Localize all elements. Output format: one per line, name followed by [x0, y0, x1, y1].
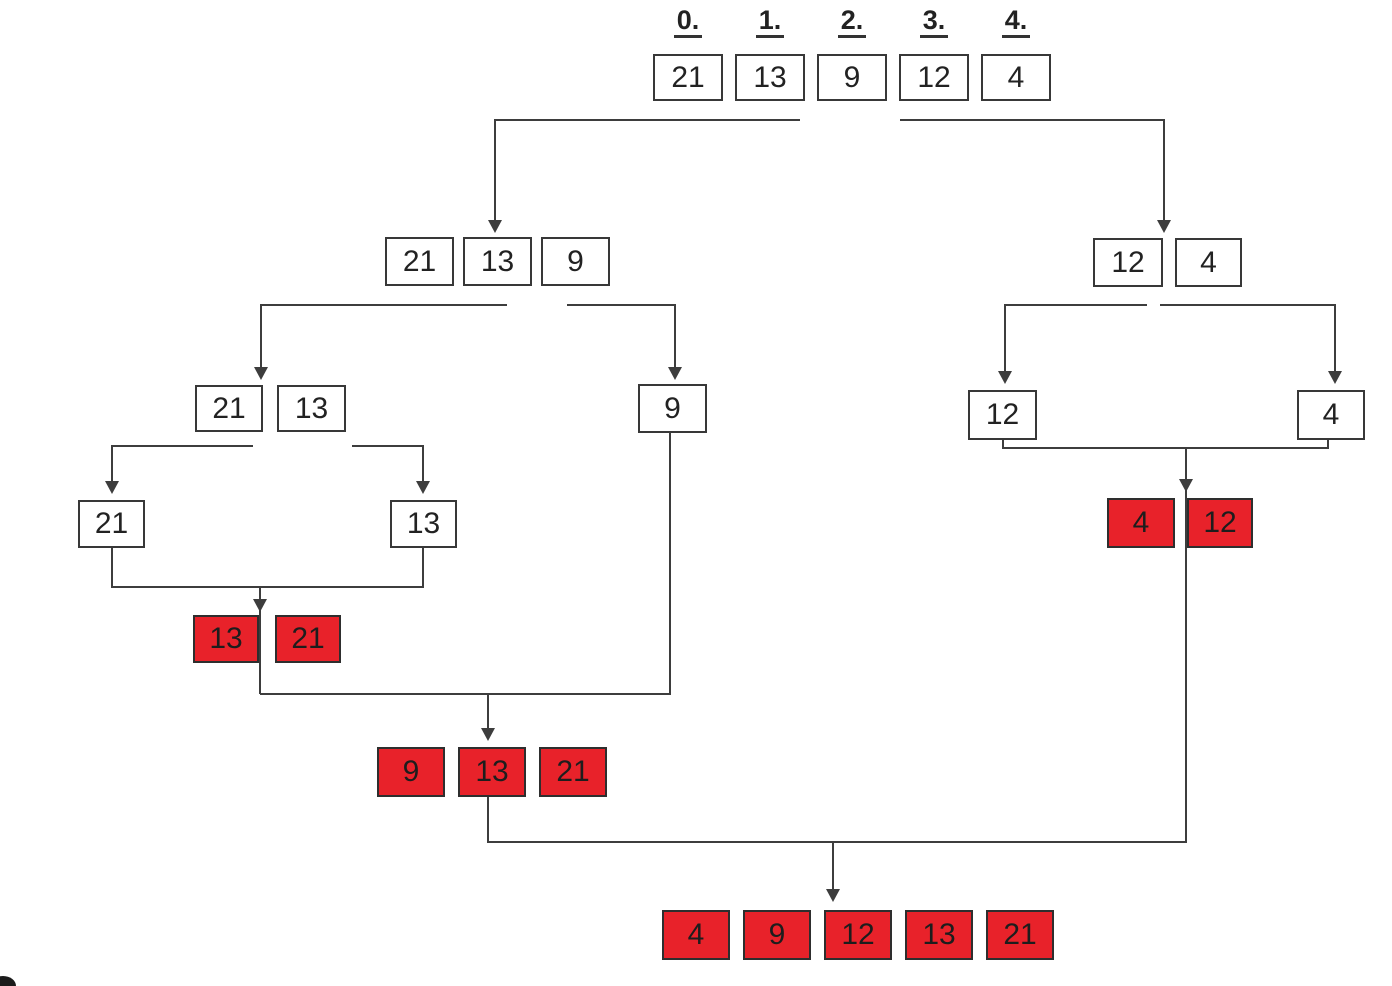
connector-line [832, 841, 834, 893]
connector-line [1334, 304, 1336, 374]
arrow-down-icon [668, 367, 682, 380]
array-box: 12 [968, 390, 1037, 440]
index-label-row: 0. 1. 2. 3. 4. [653, 6, 1051, 39]
array-left-half: 21 13 9 [385, 237, 610, 286]
arrow-down-icon [1179, 479, 1193, 492]
array-box-merged: 9 [377, 747, 445, 797]
array-box: 13 [463, 237, 532, 286]
array-box-merged: 12 [824, 910, 892, 960]
array-single-9: 9 [638, 384, 707, 433]
connector-line [1185, 447, 1187, 843]
arrow-down-icon [998, 371, 1012, 384]
connector-line [669, 432, 671, 695]
arrow-down-icon [254, 367, 268, 380]
connector-line [260, 693, 671, 695]
index-label-cell: 2. [817, 6, 887, 39]
array-box: 4 [1175, 238, 1242, 287]
connector-line [112, 586, 424, 588]
merged-array-13-21: 13 21 [193, 615, 341, 663]
array-single-21: 21 [78, 500, 145, 548]
arrow-down-icon [1328, 371, 1342, 384]
connector-line [111, 445, 113, 485]
index-label-cell: 4. [981, 6, 1051, 39]
index-label: 1. [755, 6, 785, 39]
merged-array-9-13-21: 9 13 21 [377, 747, 607, 797]
array-single-13: 13 [390, 500, 457, 548]
page-corner-decoration [0, 976, 16, 986]
arrow-down-icon [488, 220, 502, 233]
merged-array-4-12: 4 12 [1107, 498, 1253, 548]
connector-line [567, 304, 675, 306]
index-label: 3. [919, 6, 949, 39]
connector-line [111, 548, 113, 588]
connector-line [1163, 119, 1165, 222]
array-box-merged: 21 [539, 747, 607, 797]
array-box-merged: 4 [662, 910, 730, 960]
index-label-cell: 1. [735, 6, 805, 39]
connector-line [422, 445, 424, 485]
index-label-cell: 3. [899, 6, 969, 39]
connector-line [259, 586, 261, 694]
array-box: 21 [78, 500, 145, 548]
connector-line [900, 119, 1164, 121]
array-single-12: 12 [968, 390, 1037, 440]
connector-line [674, 304, 676, 370]
array-box: 13 [390, 500, 457, 548]
array-box: 21 [653, 54, 723, 101]
array-box-merged: 13 [905, 910, 973, 960]
array-box: 13 [735, 54, 805, 101]
arrow-down-icon [481, 728, 495, 741]
index-label: 4. [1001, 6, 1031, 39]
array-box: 9 [638, 384, 707, 433]
connector-line [494, 119, 496, 222]
connector-line [260, 304, 262, 370]
connector-line [1002, 440, 1004, 449]
array-box-merged: 13 [193, 615, 259, 663]
connector-line [488, 841, 1187, 843]
array-box-merged: 4 [1107, 498, 1175, 548]
array-box-merged: 12 [1187, 498, 1253, 548]
index-label: 2. [837, 6, 867, 39]
connector-line [1327, 440, 1329, 449]
array-box: 4 [1297, 390, 1365, 440]
connector-line [1005, 304, 1147, 306]
index-label-cell: 0. [653, 6, 723, 39]
connector-line [487, 693, 489, 731]
array-box-merged: 13 [458, 747, 526, 797]
connector-line [1003, 447, 1329, 449]
connector-line [352, 445, 423, 447]
connector-line [495, 119, 800, 121]
array-box-merged: 21 [986, 910, 1054, 960]
array-box-merged: 21 [275, 615, 341, 663]
final-sorted-array: 4 9 12 13 21 [662, 910, 1054, 960]
array-box: 9 [541, 237, 610, 286]
connector-line [261, 304, 507, 306]
array-single-4: 4 [1297, 390, 1365, 440]
array-box: 13 [277, 385, 346, 432]
arrow-down-icon [416, 481, 430, 494]
connector-line [112, 445, 253, 447]
array-box: 12 [899, 54, 969, 101]
connector-line [487, 797, 489, 843]
array-box: 4 [981, 54, 1051, 101]
array-right-half: 12 4 [1093, 238, 1242, 287]
arrow-down-icon [253, 599, 267, 612]
connector-line [1004, 304, 1006, 374]
array-pair-21-13: 21 13 [195, 385, 346, 432]
arrow-down-icon [105, 481, 119, 494]
connector-line [422, 548, 424, 588]
array-box: 12 [1093, 238, 1163, 287]
array-top-unsorted: 21 13 9 12 4 [653, 54, 1051, 101]
array-box: 21 [385, 237, 454, 286]
array-box: 21 [195, 385, 263, 432]
arrow-down-icon [1157, 220, 1171, 233]
array-box-merged: 9 [743, 910, 811, 960]
array-box: 9 [817, 54, 887, 101]
index-label: 0. [673, 6, 703, 39]
connector-line [1160, 304, 1335, 306]
arrow-down-icon [826, 889, 840, 902]
